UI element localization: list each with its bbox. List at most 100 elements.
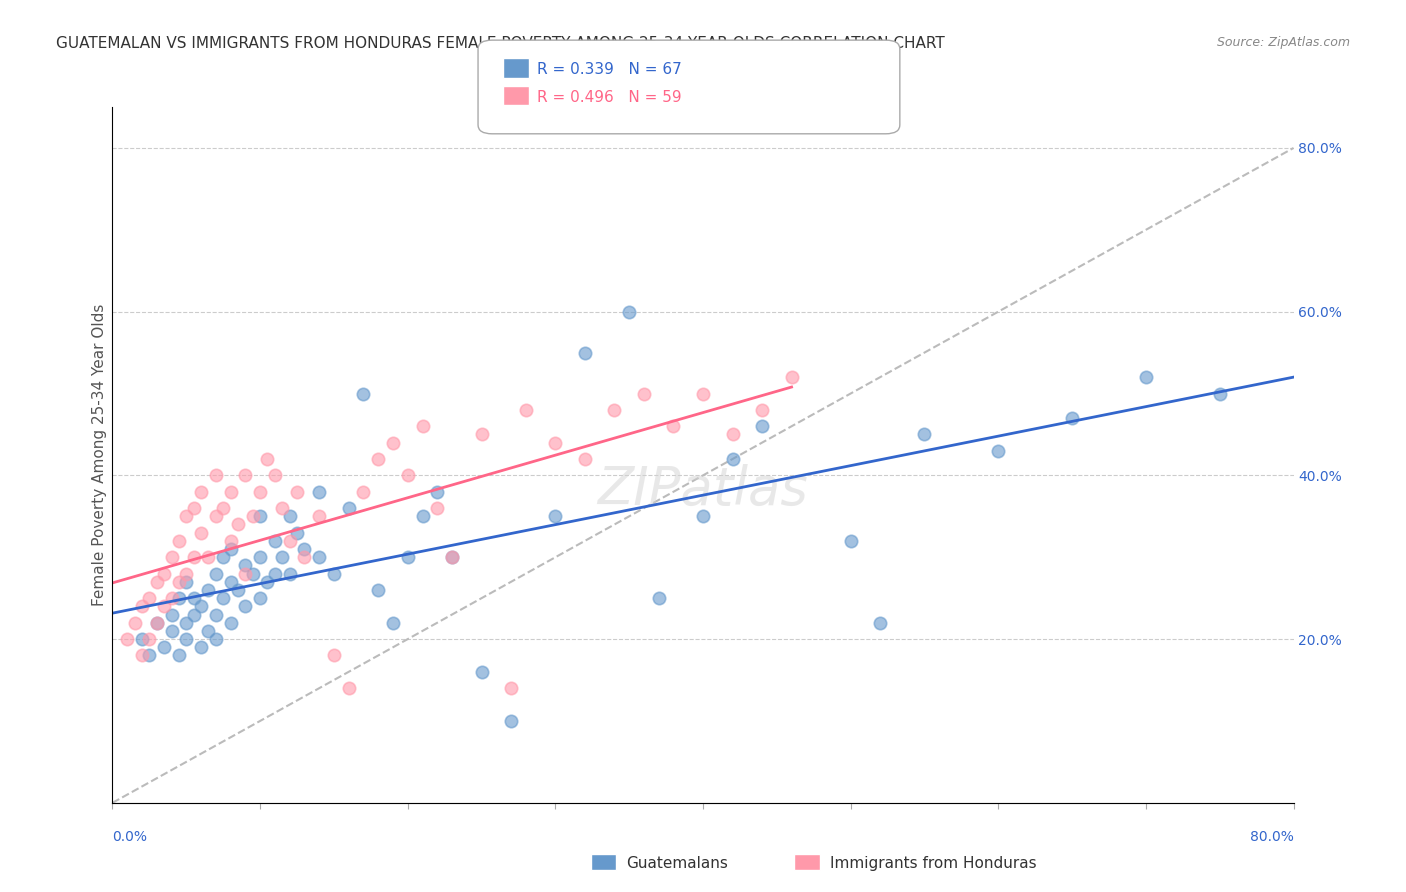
Point (190, 599, 212, 614)
Text: Guatemalans: Guatemalans (626, 856, 727, 871)
Point (751, 403, 773, 417)
Point (515, 403, 537, 417)
Point (278, 566, 301, 581)
Point (146, 574, 169, 589)
Point (249, 591, 271, 606)
Text: GUATEMALAN VS IMMIGRANTS FROM HONDURAS FEMALE POVERTY AMONG 25-34 YEAR OLDS CORR: GUATEMALAN VS IMMIGRANTS FROM HONDURAS F… (56, 36, 945, 51)
Point (219, 574, 242, 589)
Point (219, 615, 242, 630)
Point (183, 550, 205, 565)
Point (721, 452, 744, 467)
Point (264, 468, 287, 483)
Point (278, 509, 301, 524)
Point (153, 566, 176, 581)
Point (396, 468, 419, 483)
Point (219, 542, 242, 557)
Point (1062, 411, 1084, 425)
Point (367, 452, 389, 467)
Point (441, 550, 464, 565)
Point (264, 533, 287, 548)
Point (190, 525, 212, 540)
Point (160, 607, 183, 622)
Point (138, 632, 160, 646)
Point (190, 640, 212, 655)
Point (544, 509, 567, 524)
Point (242, 509, 264, 524)
Text: ZIPatlas: ZIPatlas (598, 464, 808, 516)
Point (131, 599, 153, 614)
Point (271, 550, 294, 565)
Point (138, 648, 160, 663)
Text: R = 0.339   N = 67: R = 0.339 N = 67 (537, 62, 682, 77)
Point (167, 591, 190, 606)
Point (426, 501, 449, 516)
Point (174, 574, 197, 589)
Point (662, 419, 685, 434)
Point (205, 607, 228, 622)
Point (183, 607, 205, 622)
Text: R = 0.496   N = 59: R = 0.496 N = 59 (537, 90, 682, 104)
Point (914, 427, 936, 442)
Point (987, 443, 1010, 458)
Point (544, 435, 567, 450)
Point (292, 550, 315, 565)
Point (751, 419, 773, 434)
Point (183, 501, 205, 516)
Text: 0.0%: 0.0% (112, 830, 148, 844)
Point (233, 599, 256, 614)
Point (411, 419, 433, 434)
Point (249, 550, 271, 565)
Point (278, 533, 301, 548)
Y-axis label: Female Poverty Among 25-34 Year Olds: Female Poverty Among 25-34 Year Olds (91, 304, 107, 606)
Point (233, 558, 256, 573)
Point (285, 484, 308, 499)
Point (470, 665, 494, 679)
Point (197, 550, 219, 565)
Point (160, 550, 183, 565)
Point (692, 386, 714, 401)
Point (167, 574, 190, 589)
Point (396, 550, 419, 565)
Point (146, 615, 169, 630)
Point (308, 509, 330, 524)
Point (839, 533, 862, 548)
Point (352, 484, 374, 499)
Point (337, 501, 360, 516)
Point (264, 566, 287, 581)
Point (470, 427, 494, 442)
Point (426, 484, 449, 499)
Point (124, 615, 146, 630)
Point (441, 550, 464, 565)
Point (167, 648, 190, 663)
Point (285, 525, 308, 540)
Point (501, 714, 523, 728)
Text: 80.0%: 80.0% (1250, 830, 1294, 844)
Point (308, 484, 330, 499)
Point (501, 681, 523, 696)
Point (721, 427, 744, 442)
Point (167, 533, 190, 548)
Point (382, 615, 405, 630)
Point (323, 648, 346, 663)
Point (197, 624, 219, 638)
Point (183, 591, 205, 606)
Point (249, 509, 271, 524)
Point (212, 550, 235, 565)
Point (382, 435, 405, 450)
Point (160, 624, 183, 638)
Point (174, 615, 197, 630)
Point (219, 533, 242, 548)
Point (1135, 370, 1157, 384)
Point (619, 304, 641, 318)
Point (292, 542, 315, 557)
Text: Immigrants from Honduras: Immigrants from Honduras (830, 856, 1036, 871)
Point (212, 501, 235, 516)
Point (205, 468, 228, 483)
Point (574, 345, 596, 359)
Point (138, 591, 160, 606)
Point (153, 640, 176, 655)
Point (197, 582, 219, 597)
Point (337, 681, 360, 696)
Point (411, 509, 433, 524)
Point (256, 452, 278, 467)
